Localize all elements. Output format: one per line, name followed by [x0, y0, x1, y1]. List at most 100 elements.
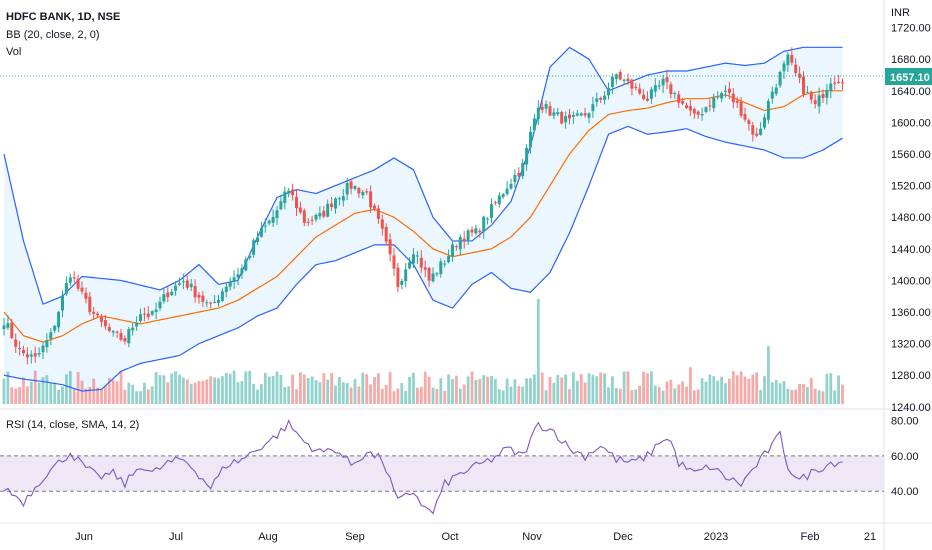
candle-body — [653, 85, 657, 92]
volume-bar — [201, 381, 205, 404]
candle-body — [412, 254, 415, 264]
volume-bar — [451, 378, 454, 404]
candle-body — [626, 78, 630, 82]
candle-body — [766, 100, 770, 120]
volume-bar — [92, 378, 96, 404]
volume-bar — [197, 380, 201, 404]
time-tick-label: Dec — [613, 531, 633, 543]
candle-body — [41, 345, 45, 353]
volume-bar — [689, 367, 692, 404]
volume-bar — [330, 373, 333, 404]
candle-body — [220, 291, 224, 301]
volume-bar — [244, 371, 248, 404]
volume-bar — [837, 375, 840, 404]
price-tick-label: 1240.00 — [891, 402, 931, 414]
volume-bar — [373, 377, 376, 404]
volume-bar — [252, 383, 255, 404]
candle-body — [158, 301, 162, 309]
bollinger-legend[interactable]: BB (20, close, 2, 0) — [6, 29, 100, 41]
volume-bar — [341, 382, 345, 404]
candle-body — [115, 331, 119, 333]
candle-body — [595, 98, 599, 102]
volume-bar — [295, 389, 298, 404]
volume-bar — [349, 387, 353, 404]
rsi-tick-label: 80.00 — [891, 416, 919, 428]
volume-bar — [189, 384, 193, 404]
time-tick-label: Feb — [801, 531, 820, 543]
symbol-title[interactable]: HDFC BANK, 1D, NSE — [6, 11, 121, 23]
volume-bar — [33, 370, 37, 404]
candle-body — [14, 339, 18, 347]
price-tick-label: 1680.00 — [891, 54, 931, 66]
volume-bar — [735, 375, 739, 404]
candle-body — [841, 82, 844, 84]
volume-bar — [509, 386, 513, 404]
volume-bar — [755, 372, 759, 404]
volume-bar — [178, 374, 181, 404]
candle-body — [805, 91, 809, 93]
volume-legend[interactable]: Vol — [6, 46, 22, 58]
volume-bar — [100, 389, 103, 404]
candle-body — [314, 214, 318, 220]
candle-body — [131, 327, 135, 331]
volume-bar — [653, 385, 657, 404]
volume-bar — [279, 374, 283, 404]
volume-bar — [813, 388, 817, 404]
volume-bar — [466, 376, 470, 404]
last-price-tag: 1657.10 — [885, 68, 932, 85]
candle-body — [72, 277, 76, 279]
currency-label: INR — [891, 7, 910, 19]
last-price-value: 1657.10 — [890, 72, 930, 84]
volume-bar — [802, 384, 805, 404]
candle-body — [150, 311, 154, 315]
volume-bar — [361, 372, 365, 404]
volume-bar — [540, 372, 544, 404]
candle-body — [739, 101, 743, 116]
volume-bar — [435, 388, 439, 404]
candle-body — [755, 133, 759, 136]
volume-bar — [221, 376, 224, 404]
volume-bar — [123, 389, 127, 404]
candle-body — [571, 114, 575, 117]
volume-bar — [423, 371, 427, 404]
volume-bar — [299, 372, 302, 404]
candle-body — [295, 196, 298, 209]
rsi-legend[interactable]: RSI (14, close, SMA, 14, 2) — [6, 419, 140, 431]
volume-bar — [665, 381, 669, 404]
volume-bar — [486, 376, 489, 404]
candle-body — [727, 88, 731, 93]
time-tick-label: Jul — [169, 531, 183, 543]
price-tick-label: 1640.00 — [891, 86, 931, 98]
candle-body — [439, 261, 443, 275]
candle-body — [267, 220, 271, 224]
volume-bar — [6, 371, 10, 404]
volume-bar — [240, 381, 244, 404]
volume-bar — [572, 372, 575, 404]
volume-bar — [205, 379, 209, 404]
volume-bar — [45, 375, 49, 404]
volume-bar — [650, 371, 653, 404]
candle-body — [197, 294, 201, 298]
volume-bar — [37, 382, 41, 404]
volume-bar — [380, 388, 384, 404]
candle-body — [821, 93, 825, 98]
price-axis[interactable]: 1720.00 1680.00 1640.00 1600.00 1560.00 1520.… — [891, 23, 931, 414]
candle-body — [497, 195, 501, 205]
candle-body — [96, 313, 100, 316]
volume-bar — [618, 388, 622, 404]
candle-body — [532, 118, 536, 131]
candle-body — [341, 196, 345, 201]
volume-bar — [696, 389, 700, 404]
candle-body — [291, 189, 295, 196]
candle-body — [505, 188, 509, 195]
volume-bar — [158, 375, 162, 404]
candle-body — [669, 84, 673, 95]
volume-bar — [29, 381, 33, 404]
volume-bar — [412, 372, 415, 404]
volume-bar — [646, 373, 649, 404]
candle-body — [560, 111, 564, 124]
time-axis[interactable]: Jun Jul Aug Sep Oct Nov Dec 2023 Feb 21 — [75, 531, 876, 543]
candle-body — [673, 93, 677, 95]
rsi-axis[interactable]: 80.00 60.00 40.00 — [891, 416, 919, 499]
candle-body — [435, 273, 439, 275]
